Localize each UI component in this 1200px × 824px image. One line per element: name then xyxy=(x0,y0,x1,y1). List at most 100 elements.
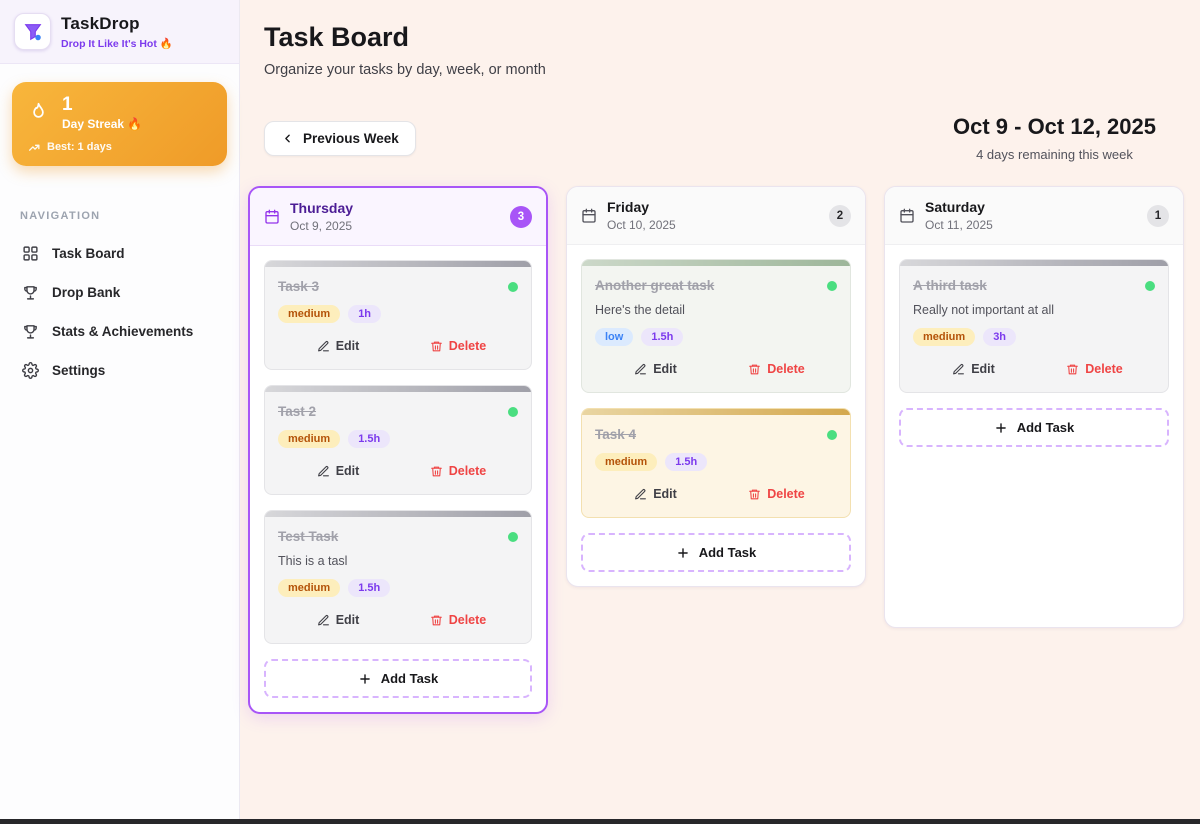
main-content: Task Board Organize your tasks by day, w… xyxy=(240,0,1200,824)
task-card[interactable]: Another great task Here's the detail low… xyxy=(581,259,851,393)
delete-task-button[interactable]: Delete xyxy=(716,483,837,505)
delete-label: Delete xyxy=(767,362,805,376)
add-task-label: Add Task xyxy=(1016,420,1075,435)
day-column-header: Thursday Oct 9, 2025 3 xyxy=(250,188,546,246)
pencil-icon xyxy=(952,363,965,376)
delete-task-button[interactable]: Delete xyxy=(716,358,837,380)
streak-card: 1 Day Streak 🔥 Best: 1 days xyxy=(12,82,227,166)
delete-task-button[interactable]: Delete xyxy=(398,335,518,357)
task-card-topbar xyxy=(265,511,531,517)
edit-label: Edit xyxy=(971,362,995,376)
priority-badge: medium xyxy=(595,453,658,471)
delete-task-button[interactable]: Delete xyxy=(398,460,518,482)
page-title: Task Board xyxy=(264,22,410,52)
plus-icon xyxy=(676,546,690,560)
edit-label: Edit xyxy=(653,362,677,376)
delete-label: Delete xyxy=(448,613,487,627)
edit-task-button[interactable]: Edit xyxy=(278,609,398,631)
add-task-button[interactable]: Add Task xyxy=(581,533,851,572)
delete-label: Delete xyxy=(448,464,487,478)
day-date: Oct 10, 2025 xyxy=(607,218,676,232)
edit-task-button[interactable]: Edit xyxy=(595,358,716,380)
delete-label: Delete xyxy=(448,339,487,353)
task-card[interactable]: Task 3 medium 1h Edit xyxy=(264,260,532,370)
hours-badge: 1.5h xyxy=(348,579,391,597)
trending-up-icon xyxy=(28,141,41,154)
sidebar-item-drop-bank[interactable]: Drop Bank xyxy=(16,273,223,312)
task-title: A third task xyxy=(913,278,987,293)
completed-dot xyxy=(827,430,837,440)
hours-badge: 1.5h xyxy=(641,328,684,346)
nav-heading: NAVIGATION xyxy=(20,209,101,222)
edit-task-button[interactable]: Edit xyxy=(278,460,398,482)
streak-count: 1 xyxy=(62,94,73,115)
grid-icon xyxy=(22,245,39,262)
day-name: Saturday xyxy=(925,199,985,215)
add-task-button[interactable]: Add Task xyxy=(264,659,532,698)
task-detail: Really not important at all xyxy=(913,303,1055,317)
day-column-header: Friday Oct 10, 2025 2 xyxy=(567,187,865,245)
completed-dot xyxy=(827,281,837,291)
task-count-badge: 3 xyxy=(510,205,532,228)
sidebar-item-label: Task Board xyxy=(52,245,125,261)
task-title: Task 3 xyxy=(278,279,320,294)
page-subtitle: Organize your tasks by day, week, or mon… xyxy=(264,62,546,78)
streak-best-label: Best: 1 days xyxy=(47,141,112,154)
day-column-header: Saturday Oct 11, 2025 1 xyxy=(885,187,1183,245)
add-task-button[interactable]: Add Task xyxy=(899,408,1169,447)
day-column-saturday: Saturday Oct 11, 2025 1 A third task Rea… xyxy=(884,186,1184,628)
trash-icon xyxy=(430,614,443,627)
taskdrop-logo-icon xyxy=(14,13,51,50)
task-title: Test Task xyxy=(278,529,339,544)
priority-badge: medium xyxy=(278,579,341,597)
sidebar-navigation: NAVIGATION Task Board Drop Bank xyxy=(0,166,239,390)
task-title: Task 4 xyxy=(595,427,637,442)
task-count-badge: 2 xyxy=(829,204,851,227)
task-card[interactable]: A third task Really not important at all… xyxy=(899,259,1169,393)
sidebar-item-label: Settings xyxy=(52,362,106,378)
edit-task-button[interactable]: Edit xyxy=(595,483,716,505)
app-tagline: Drop It Like It's Hot 🔥 xyxy=(61,37,173,50)
trash-icon xyxy=(430,465,443,478)
sidebar-item-label: Drop Bank xyxy=(52,284,121,300)
pencil-icon xyxy=(317,340,330,353)
task-card-topbar xyxy=(582,409,850,415)
week-range: Oct 9 - Oct 12, 2025 4 days remaining th… xyxy=(953,114,1156,162)
task-card[interactable]: Task 4 medium 1.5h Edit xyxy=(581,408,851,518)
hours-badge: 1.5h xyxy=(348,430,391,448)
task-card[interactable]: Test Task This is a tasl medium 1.5h Edi… xyxy=(264,510,532,644)
completed-dot xyxy=(508,532,518,542)
previous-week-button[interactable]: Previous Week xyxy=(264,120,416,156)
app-title: TaskDrop xyxy=(61,13,140,33)
day-name: Thursday xyxy=(290,200,354,216)
priority-badge: medium xyxy=(278,430,341,448)
trash-icon xyxy=(430,340,443,353)
task-card-topbar xyxy=(582,260,850,266)
delete-task-button[interactable]: Delete xyxy=(1034,358,1155,380)
edit-label: Edit xyxy=(335,464,360,478)
sidebar: TaskDrop Drop It Like It's Hot 🔥 1 Day S… xyxy=(0,0,240,824)
hours-badge: 1.5h xyxy=(665,453,708,471)
task-card-topbar xyxy=(265,261,531,267)
hours-badge: 3h xyxy=(983,328,1017,346)
plus-icon xyxy=(358,672,372,686)
completed-dot xyxy=(1145,281,1155,291)
sidebar-item-stats-achievements[interactable]: Stats & Achievements xyxy=(16,312,223,351)
task-detail: Here's the detail xyxy=(595,303,685,317)
delete-task-button[interactable]: Delete xyxy=(398,609,518,631)
calendar-icon xyxy=(581,208,597,224)
edit-task-button[interactable]: Edit xyxy=(913,358,1034,380)
hours-badge: 1h xyxy=(348,305,382,323)
day-column-thursday: Thursday Oct 9, 2025 3 Task 3 medium xyxy=(248,186,548,714)
delete-label: Delete xyxy=(1085,362,1123,376)
flame-icon xyxy=(28,102,49,123)
edit-label: Edit xyxy=(335,339,360,353)
sidebar-item-settings[interactable]: Settings xyxy=(16,351,223,390)
priority-badge: low xyxy=(595,328,634,346)
sidebar-item-task-board[interactable]: Task Board xyxy=(16,234,223,273)
edit-task-button[interactable]: Edit xyxy=(278,335,398,357)
task-card[interactable]: Tast 2 medium 1.5h Edit xyxy=(264,385,532,495)
trash-icon xyxy=(748,488,761,501)
priority-badge: medium xyxy=(913,328,976,346)
calendar-icon xyxy=(264,209,280,225)
